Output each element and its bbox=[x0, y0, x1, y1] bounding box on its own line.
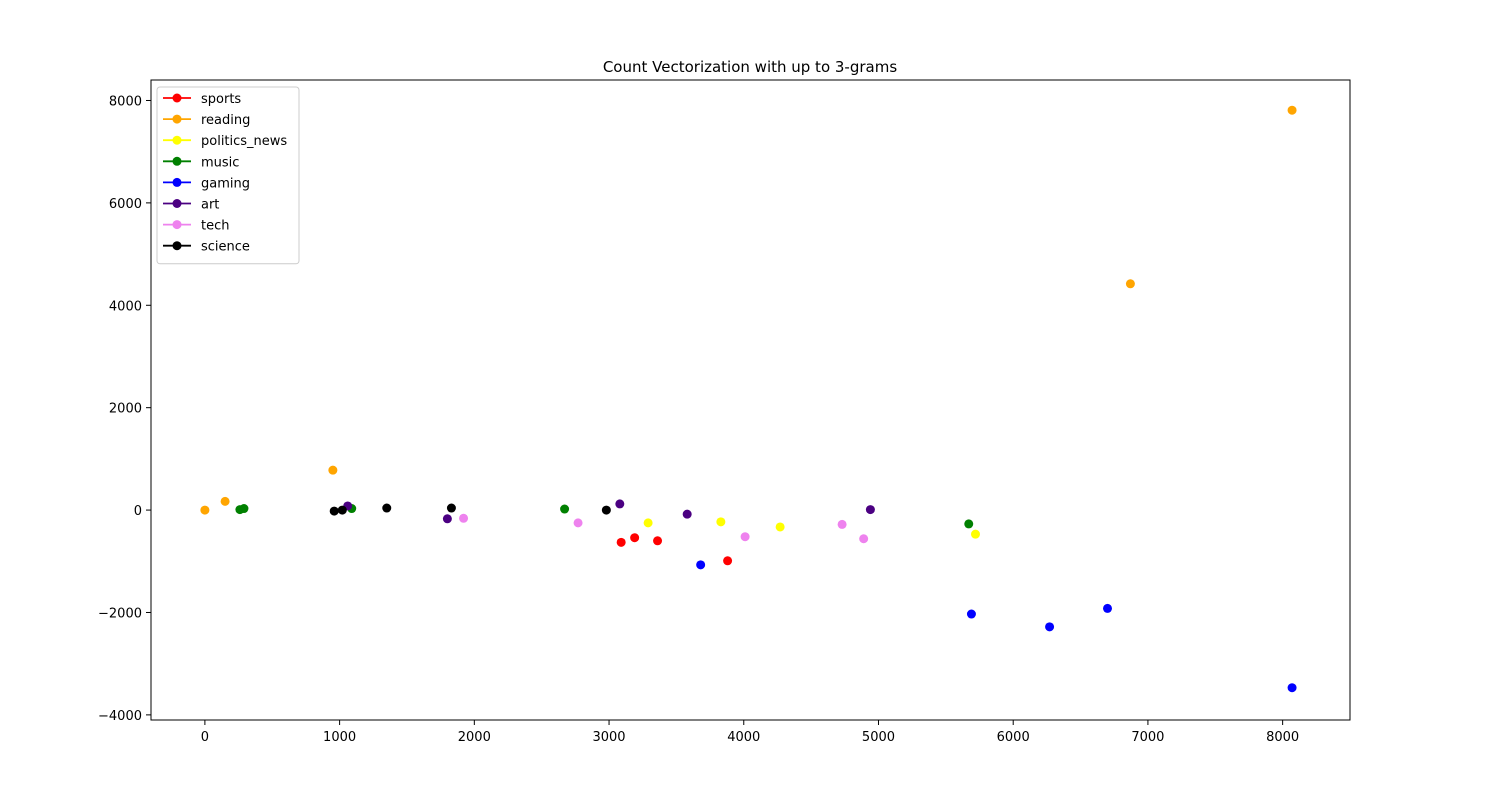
data-point-sports-1 bbox=[630, 533, 640, 543]
data-point-reading-2 bbox=[328, 465, 338, 475]
data-point-politics_news-3 bbox=[970, 529, 980, 539]
data-point-science-3 bbox=[446, 503, 456, 513]
data-point-politics_news-1 bbox=[716, 517, 726, 527]
chart-title: Count Vectorization with up to 3-grams bbox=[603, 58, 898, 76]
plot-area bbox=[200, 105, 1297, 693]
legend-marker-science bbox=[172, 241, 182, 251]
legend-marker-reading bbox=[172, 114, 182, 124]
data-point-science-0 bbox=[329, 506, 339, 516]
data-point-music-3 bbox=[560, 504, 570, 514]
legend-label-politics_news: politics_news bbox=[201, 134, 287, 149]
data-point-art-1 bbox=[442, 514, 452, 524]
y-tick-label: 8000 bbox=[109, 94, 142, 109]
data-point-sports-0 bbox=[616, 537, 626, 547]
data-point-sports-2 bbox=[653, 536, 663, 546]
data-point-gaming-0 bbox=[696, 560, 706, 570]
y-tick-label: −4000 bbox=[98, 709, 142, 724]
legend-marker-politics_news bbox=[172, 135, 182, 145]
data-point-science-4 bbox=[601, 505, 611, 515]
data-point-reading-3 bbox=[1125, 279, 1135, 289]
y-tick-label: 2000 bbox=[109, 402, 142, 417]
data-point-tech-4 bbox=[859, 534, 869, 544]
x-tick-label: 8000 bbox=[1266, 730, 1299, 745]
data-point-reading-0 bbox=[200, 505, 210, 515]
legend-box bbox=[156, 86, 300, 265]
legend-marker-tech bbox=[172, 220, 182, 230]
y-tick-label: −2000 bbox=[98, 606, 142, 621]
data-point-science-1 bbox=[337, 505, 347, 515]
x-tick-label: 1000 bbox=[323, 730, 356, 745]
data-point-reading-4 bbox=[1287, 105, 1297, 115]
legend-label-music: music bbox=[201, 155, 239, 170]
x-tick-label: 0 bbox=[201, 730, 209, 745]
legend-marker-music bbox=[172, 156, 182, 166]
x-tick-label: 5000 bbox=[862, 730, 895, 745]
legend-label-sports: sports bbox=[201, 92, 241, 107]
data-point-music-1 bbox=[239, 504, 249, 514]
data-point-science-2 bbox=[382, 503, 392, 513]
legend-marker-sports bbox=[172, 93, 182, 103]
legend-label-science: science bbox=[201, 240, 250, 255]
axes: 0 1000 2000 3000 4000 5000 6000 7000 8000 −4000 −2… bbox=[98, 79, 1351, 745]
legend-label-tech: tech bbox=[201, 219, 229, 234]
legend-marker-gaming bbox=[172, 177, 182, 187]
y-tick-label: 4000 bbox=[109, 299, 142, 314]
legend-label-gaming: gaming bbox=[201, 176, 250, 191]
data-point-reading-1 bbox=[220, 496, 230, 506]
data-point-politics_news-2 bbox=[775, 522, 785, 532]
data-point-gaming-4 bbox=[1287, 683, 1297, 693]
data-point-gaming-3 bbox=[1103, 603, 1113, 613]
x-tick-label: 7000 bbox=[1131, 730, 1164, 745]
legend-label-reading: reading bbox=[201, 113, 250, 128]
data-point-tech-2 bbox=[740, 532, 750, 542]
data-point-politics_news-0 bbox=[643, 518, 653, 528]
data-point-sports-3 bbox=[723, 556, 733, 566]
y-tick-label: 6000 bbox=[109, 197, 142, 212]
x-tick-label: 3000 bbox=[592, 730, 625, 745]
data-point-art-3 bbox=[682, 509, 692, 519]
data-point-tech-0 bbox=[459, 513, 469, 523]
legend-marker-art bbox=[172, 199, 182, 208]
legend-label-art: art bbox=[201, 198, 219, 213]
axes-frame bbox=[150, 79, 1351, 721]
data-point-gaming-1 bbox=[966, 609, 976, 619]
data-point-gaming-2 bbox=[1045, 622, 1055, 632]
data-point-art-2 bbox=[615, 499, 625, 509]
data-point-music-4 bbox=[964, 519, 974, 529]
data-point-art-4 bbox=[865, 505, 875, 515]
data-point-tech-3 bbox=[837, 519, 847, 529]
y-tick-label: 0 bbox=[134, 504, 142, 519]
x-tick-label: 2000 bbox=[458, 730, 491, 745]
x-tick-label: 4000 bbox=[727, 730, 760, 745]
x-tick-label: 6000 bbox=[997, 730, 1030, 745]
data-point-tech-1 bbox=[573, 518, 583, 528]
